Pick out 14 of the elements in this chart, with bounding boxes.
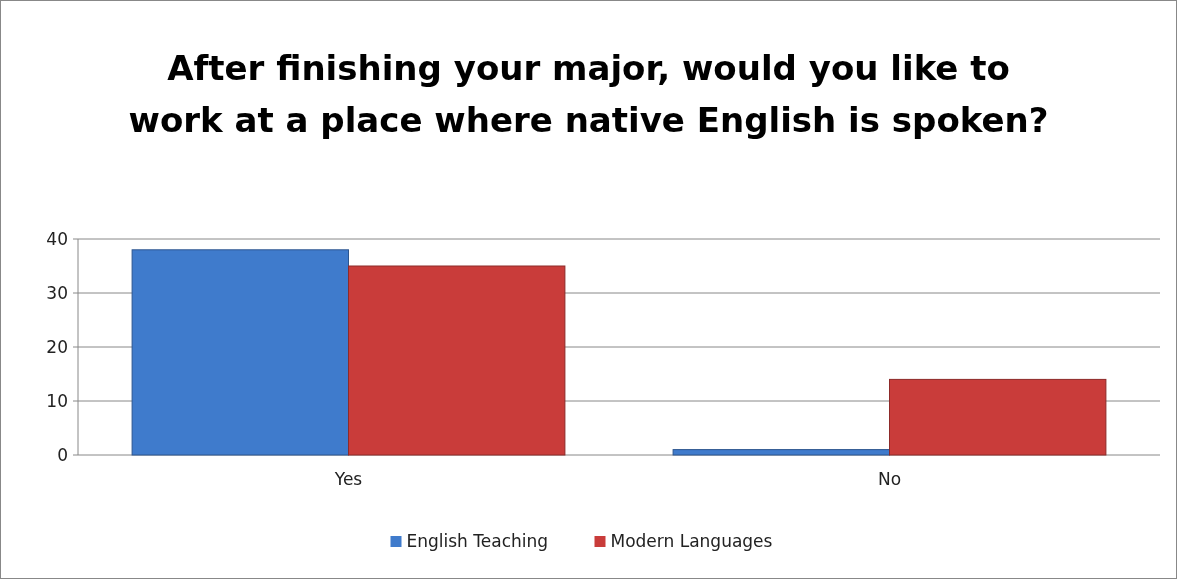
bar [131, 249, 349, 456]
legend-label: English Teaching [406, 531, 549, 551]
y-tick-label: 30 [46, 282, 68, 303]
y-tick-label: 20 [46, 336, 68, 357]
y-tick-label: 0 [57, 444, 68, 465]
x-tick-label: Yes [333, 469, 363, 489]
bar [672, 449, 890, 456]
bar [348, 265, 566, 456]
chart-title: After finishing your major, would you like to work at a place where native English is spoken? [128, 48, 1049, 140]
y-tick-label: 10 [46, 390, 68, 411]
x-tick-label: No [877, 469, 902, 489]
bar [889, 378, 1107, 456]
y-tick-label: 40 [46, 228, 68, 249]
legend-label: Modern Languages [610, 531, 773, 551]
